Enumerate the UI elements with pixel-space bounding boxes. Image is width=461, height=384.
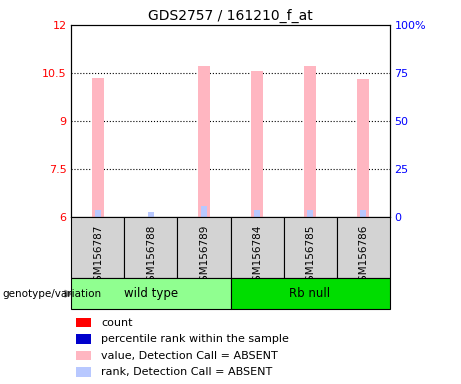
Bar (71, 217, 124, 278)
Text: GSM156787: GSM156787 (93, 224, 103, 288)
Bar (124, 217, 177, 278)
Text: GSM156784: GSM156784 (252, 224, 262, 288)
Title: GDS2757 / 161210_f_at: GDS2757 / 161210_f_at (148, 8, 313, 23)
Text: GSM156788: GSM156788 (146, 224, 156, 288)
Bar (95, 210, 100, 217)
Bar (284, 217, 337, 278)
Text: wild type: wild type (124, 287, 178, 300)
Bar (177, 217, 230, 278)
Bar (337, 217, 390, 278)
Text: value, Detection Call = ABSENT: value, Detection Call = ABSENT (101, 351, 278, 361)
Text: rank, Detection Call = ABSENT: rank, Detection Call = ABSENT (101, 367, 272, 377)
Bar (307, 210, 313, 217)
Bar (230, 217, 284, 278)
Text: GSM156789: GSM156789 (199, 224, 209, 288)
Text: Rb null: Rb null (290, 287, 331, 300)
Text: count: count (101, 318, 133, 328)
Text: GSM156786: GSM156786 (358, 224, 368, 288)
Bar (230, 278, 390, 309)
Text: GSM156785: GSM156785 (305, 224, 315, 288)
Bar (361, 210, 366, 217)
Bar (304, 66, 316, 217)
Bar (357, 79, 369, 217)
Bar (92, 78, 104, 217)
Bar (251, 71, 263, 217)
Bar (71, 278, 230, 309)
Text: percentile rank within the sample: percentile rank within the sample (101, 334, 290, 344)
Bar (254, 210, 260, 217)
Text: genotype/variation: genotype/variation (2, 289, 101, 299)
Bar (198, 66, 210, 217)
Bar (148, 212, 154, 217)
Bar (201, 206, 207, 217)
